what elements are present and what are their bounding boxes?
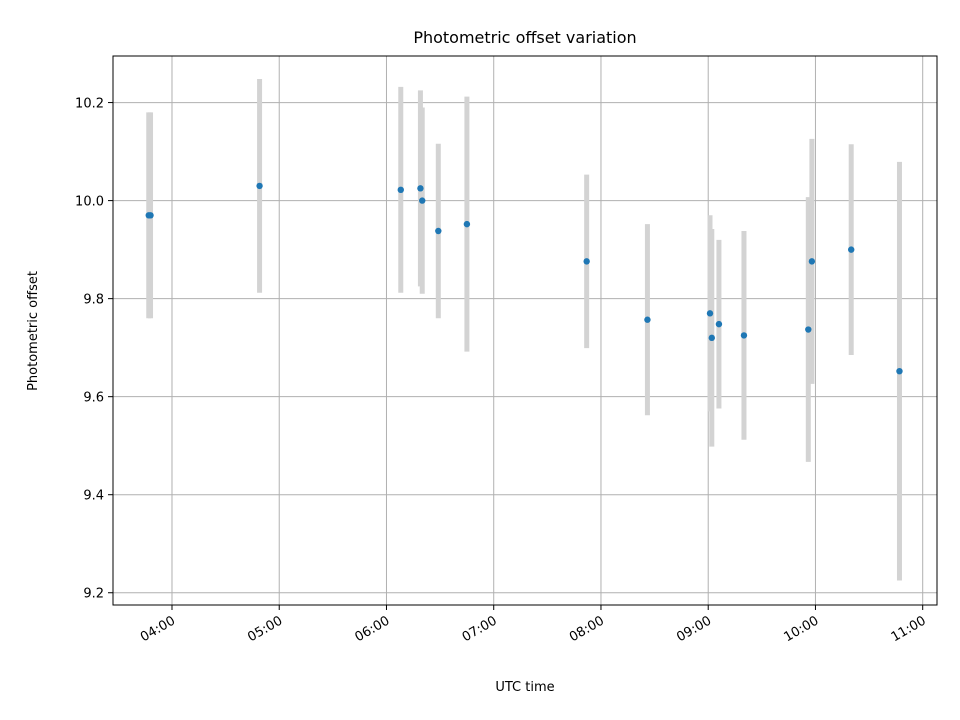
- data-point: [435, 227, 442, 235]
- data-point: [848, 246, 855, 253]
- data-point: [463, 220, 471, 228]
- data-point: [147, 212, 154, 219]
- chart-title: Photometric offset variation: [413, 28, 636, 47]
- data-point: [417, 185, 424, 192]
- data-points: [145, 182, 903, 375]
- y-tick-label: 9.6: [83, 391, 104, 406]
- data-point: [805, 326, 812, 333]
- data-point: [715, 320, 723, 328]
- data-point: [644, 316, 651, 323]
- y-tick-label: 9.4: [83, 489, 104, 504]
- y-axis-label: Photometric offset: [26, 271, 41, 391]
- data-point: [419, 197, 426, 204]
- y-tick-label: 9.8: [83, 293, 104, 308]
- data-point: [808, 258, 816, 265]
- y-tick-label: 10.2: [75, 97, 104, 112]
- plot-frame: [112, 55, 938, 606]
- data-point: [397, 186, 404, 194]
- data-point: [740, 332, 748, 339]
- y-axis-ticks: 9.2 9.4 9.6 9.8 10.0 10.2: [75, 97, 113, 602]
- y-tick-label: 10.0: [75, 195, 104, 210]
- data-point: [256, 182, 263, 190]
- data-point: [706, 310, 714, 317]
- data-point: [896, 367, 903, 375]
- x-axis-label: UTC time: [495, 680, 554, 695]
- data-point: [583, 258, 590, 265]
- data-point: [708, 334, 715, 342]
- y-tick-label: 9.2: [83, 587, 104, 602]
